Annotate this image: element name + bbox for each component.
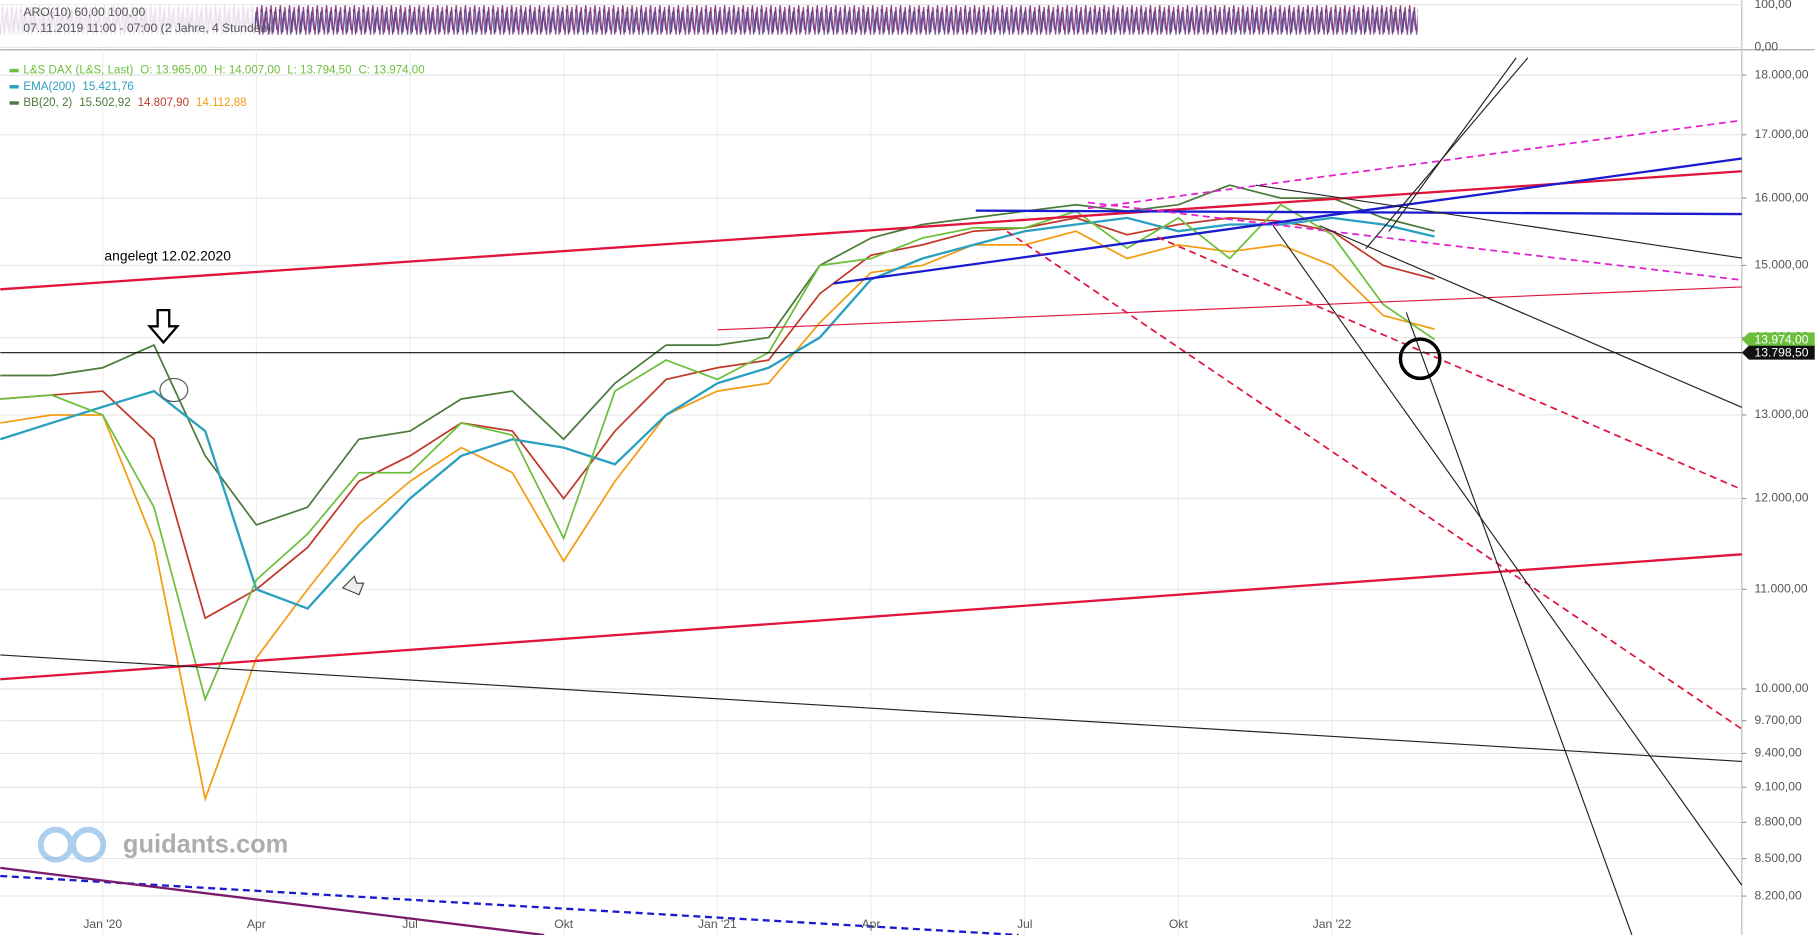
trendline <box>0 874 1019 935</box>
x-tick-label: Jan '22 <box>1313 917 1352 931</box>
series-group <box>0 184 1435 803</box>
markers <box>37 308 1442 863</box>
y-tick-label: 13.000,00 <box>1755 407 1809 421</box>
series-line <box>0 203 1435 703</box>
y-tick-label: 10.000,00 <box>1755 681 1809 695</box>
ellipse-marker <box>159 377 189 403</box>
price-tag-label: 13.974,00 <box>1755 332 1809 346</box>
price-tag <box>1741 332 1815 347</box>
x-tick-label: Okt <box>554 917 574 931</box>
trendline <box>1157 236 1743 491</box>
trendline <box>1405 312 1633 935</box>
indicator-legend: ARO(10) 60,00 100,00 07.11.2019 11:00 - … <box>0 4 271 40</box>
legend-name: L&S DAX (L&S, Last) <box>23 65 133 77</box>
circle-marker <box>1398 337 1442 381</box>
legend-value: C: 13.974,00 <box>358 65 424 77</box>
legend-swatch <box>9 85 19 89</box>
trendline <box>1006 230 1743 730</box>
indicator-name: ARO(10) <box>23 5 71 19</box>
trendline <box>1087 201 1742 281</box>
x-tick-label: Okt <box>1169 917 1189 931</box>
legend-value: L: 13.794,50 <box>287 65 351 77</box>
series-line <box>0 217 1435 620</box>
legend-value: H: 14.007,00 <box>214 65 280 77</box>
trendline <box>717 286 1742 331</box>
arrow-down <box>147 308 180 345</box>
y-tick-label: 0,00 <box>1755 40 1779 54</box>
y-tick-label: 16.000,00 <box>1755 190 1809 204</box>
trendline <box>0 553 1742 681</box>
legend-value: O: 13.965,00 <box>140 65 207 77</box>
watermark: guidants.com <box>123 831 288 859</box>
x-tick-label: Jul <box>402 917 418 931</box>
trendline <box>975 209 1742 216</box>
y-tick-label: 12.000,00 <box>1755 491 1809 505</box>
grid <box>0 4 1747 935</box>
x-tick-label: Apr <box>862 917 881 931</box>
price-tag <box>1741 345 1815 360</box>
legend-value: 15.421,76 <box>82 81 133 93</box>
legend: L&S DAX (L&S, Last) O: 13.965,00 H: 14.007… <box>9 65 425 109</box>
series-line <box>0 184 1435 526</box>
indicator-settings: 60,00 100,00 <box>74 5 145 19</box>
y-tick-label: 15.000,00 <box>1755 258 1809 272</box>
x-tick-label: Jan '21 <box>698 917 737 931</box>
y-tick-label: 8.800,00 <box>1755 815 1803 829</box>
legend-name: EMA(200) <box>23 81 75 93</box>
legend-value: 15.502,92 <box>79 97 130 109</box>
y-tick-label: 9.400,00 <box>1755 746 1803 760</box>
legend-swatch <box>9 101 19 105</box>
y-tick-label: 8.500,00 <box>1755 851 1803 865</box>
y-tick-label: 9.700,00 <box>1755 713 1803 727</box>
y-tick-label: 100,00 <box>1755 0 1792 11</box>
legend-value: 14.112,88 <box>196 97 247 109</box>
price-tag-label: 13.798,50 <box>1755 345 1809 359</box>
y-tick-label: 18.000,00 <box>1755 67 1809 81</box>
x-tick-label: Jul <box>1017 917 1033 931</box>
y-tick-label: 11.000,00 <box>1755 582 1808 596</box>
trendline <box>1087 119 1742 210</box>
trendline <box>1388 57 1517 232</box>
legend-name: BB(20, 2) <box>23 97 72 109</box>
arrow-up <box>341 575 365 596</box>
trendline <box>1272 225 1743 886</box>
series-line <box>0 216 1435 610</box>
trendline <box>0 170 1742 291</box>
legend-bg <box>0 4 255 40</box>
legend-value: 14.807,90 <box>138 97 189 109</box>
trendline <box>1255 184 1742 259</box>
indicator-period: 07.11.2019 11:00 - 07:00 (2 Jahre, 4 Stu… <box>23 21 271 35</box>
trendline <box>0 866 545 935</box>
x-tick-label: Apr <box>247 917 266 931</box>
y-tick-label: 9.100,00 <box>1755 780 1803 794</box>
trendline <box>1319 225 1743 408</box>
trendline <box>0 654 1742 763</box>
trendlines <box>0 57 1743 935</box>
y-tick-label: 17.000,00 <box>1755 127 1809 141</box>
x-tick-label: Jan '20 <box>83 917 122 931</box>
legend-swatch <box>9 68 19 73</box>
y-tick-label: 8.200,00 <box>1755 888 1803 902</box>
logo-icon <box>37 826 107 863</box>
series-line <box>0 230 1435 803</box>
trendline <box>833 157 1742 285</box>
annotation: angelegt 12.02.2020 <box>104 248 231 264</box>
